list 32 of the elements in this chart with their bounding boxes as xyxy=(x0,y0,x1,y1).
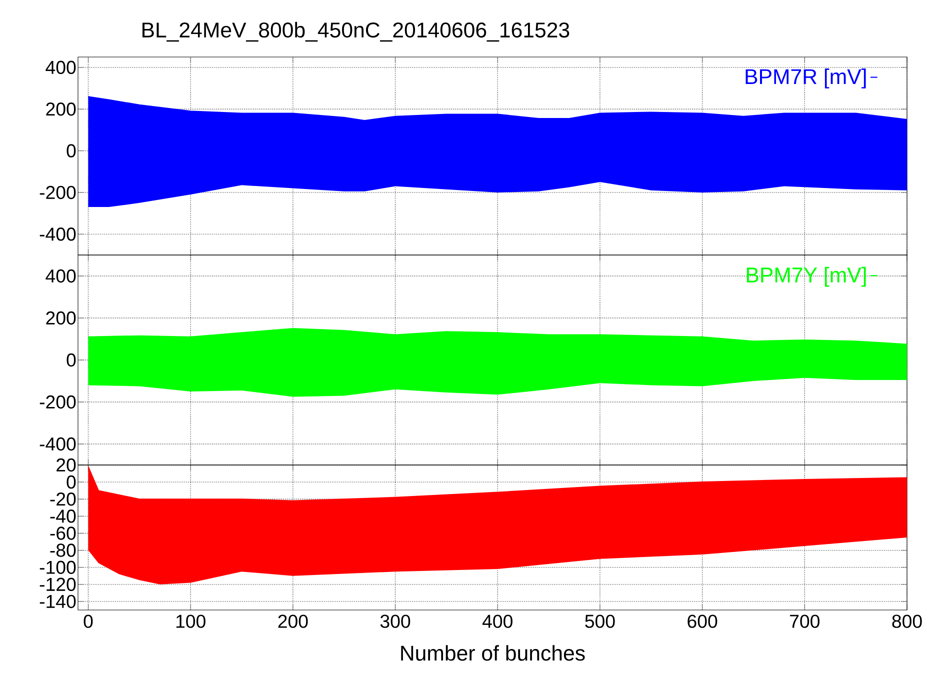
y-tick-label: -400 xyxy=(40,228,76,241)
x-tick-label: 400 xyxy=(482,614,512,628)
legend-label: BPM7R [mV] xyxy=(746,68,866,88)
y-tick-label: 0 xyxy=(66,475,76,489)
x-axis-title: Number of bunches xyxy=(401,645,585,661)
x-tick-label: 700 xyxy=(790,614,820,628)
y-tick-label: -200 xyxy=(40,186,76,200)
x-tick-label: 500 xyxy=(585,614,615,628)
legend-label: BPM7Y [mV] xyxy=(746,266,866,287)
x-tick-label: 800 xyxy=(892,614,922,628)
x-tick-label: 600 xyxy=(688,614,718,628)
x-tick-label: 0 xyxy=(84,614,93,628)
y-tick-label: -80 xyxy=(50,544,76,557)
x-tick-label: 200 xyxy=(278,614,308,628)
y-tick-label: -120 xyxy=(40,578,76,592)
y-tick-label: -140 xyxy=(40,594,76,608)
y-tick-label: -100 xyxy=(40,560,76,574)
x-tick-label: 300 xyxy=(380,614,410,628)
y-tick-label: -40 xyxy=(50,510,76,523)
y-tick-label: 200 xyxy=(46,102,76,116)
y-tick-label: 400 xyxy=(46,269,76,283)
y-tick-label: 200 xyxy=(46,311,76,325)
y-tick-label: -20 xyxy=(50,492,76,506)
y-tick-label: 0 xyxy=(66,353,76,367)
y-tick-label: 400 xyxy=(46,60,76,74)
chart-title: BL_24MeV_800b_450nC_20140606_161523 xyxy=(142,22,570,42)
y-tick-label: -400 xyxy=(40,437,76,451)
y-tick-label: -60 xyxy=(50,526,76,540)
y-tick-label: 0 xyxy=(66,144,76,158)
y-tick-label: -200 xyxy=(40,395,76,409)
y-tick-label: 20 xyxy=(56,458,76,472)
x-tick-label: 100 xyxy=(176,614,206,628)
